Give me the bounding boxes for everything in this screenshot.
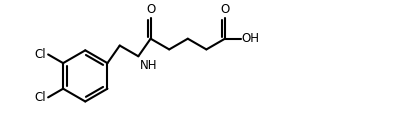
Text: OH: OH [241, 32, 259, 45]
Text: NH: NH [139, 59, 157, 72]
Text: Cl: Cl [35, 48, 46, 61]
Text: Cl: Cl [35, 91, 46, 104]
Text: O: O [146, 3, 155, 16]
Text: O: O [220, 3, 229, 16]
